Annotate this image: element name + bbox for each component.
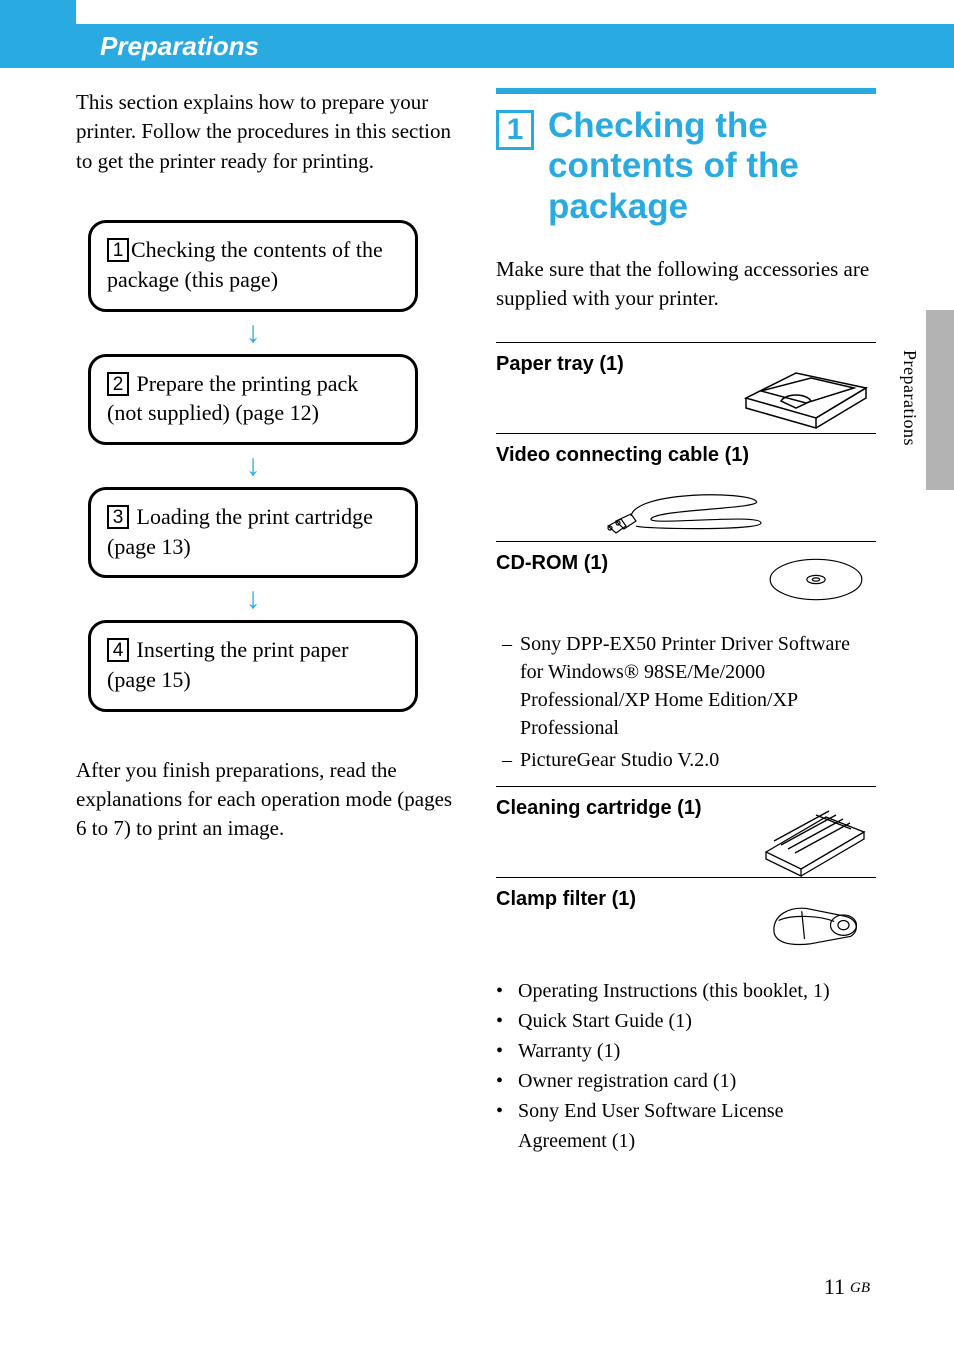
- flow-step-number: 2: [107, 372, 129, 396]
- divider: [496, 342, 876, 343]
- page-footer: 11 GB: [824, 1274, 870, 1300]
- item-label: Clamp filter (1): [496, 888, 636, 911]
- divider: [496, 433, 876, 434]
- down-arrow-icon: ↓: [88, 445, 418, 487]
- thumb-tab-label: Preparations: [899, 350, 920, 446]
- flow-step-number: 1: [107, 238, 129, 262]
- video-cable-icon: [596, 471, 776, 541]
- heading-text: Checking the contents of the package: [548, 106, 876, 227]
- page-number: 11: [824, 1274, 845, 1299]
- list-item-text: Warranty (1): [518, 1036, 876, 1066]
- down-arrow-icon: ↓: [88, 312, 418, 354]
- flow-step-3: 3 Loading the print cartridge (page 13): [88, 487, 418, 578]
- down-arrow-icon: ↓: [88, 578, 418, 620]
- after-paragraph: After you finish preparations, read the …: [76, 756, 456, 844]
- flow-diagram: 1Checking the contents of the package (t…: [88, 220, 418, 712]
- flow-step-1: 1Checking the contents of the package (t…: [88, 220, 418, 311]
- cleaning-cartridge-icon: [746, 797, 876, 877]
- section-header-band: Preparations: [0, 24, 954, 68]
- item-paper-tray: Paper tray (1): [496, 353, 876, 433]
- flow-step-text: Inserting the print paper (page 15): [107, 637, 349, 692]
- flow-step-number: 4: [107, 638, 129, 662]
- item-video-cable: [496, 471, 876, 541]
- cdrom-contents-list: –Sony DPP-EX50 Printer Driver Software f…: [496, 630, 876, 774]
- list-item-text: PictureGear Studio V.2.0: [520, 746, 719, 774]
- flow-step-text: Checking the contents of the package (th…: [107, 237, 383, 292]
- divider: [496, 786, 876, 787]
- list-item-text: Sony End User Software License Agreement…: [518, 1096, 876, 1156]
- heading-number-box: 1: [496, 110, 534, 150]
- flow-step-2: 2 Prepare the printing pack (not supplie…: [88, 354, 418, 445]
- item-cleaning-cartridge: Cleaning cartridge (1): [496, 797, 876, 877]
- paper-tray-icon: [726, 353, 876, 433]
- list-item: •Quick Start Guide (1): [496, 1006, 876, 1036]
- list-item-text: Operating Instructions (this booklet, 1): [518, 976, 876, 1006]
- section-header-title: Preparations: [100, 31, 259, 62]
- section-heading: 1 Checking the contents of the package: [496, 106, 876, 227]
- intro-paragraph: This section explains how to prepare you…: [76, 88, 456, 176]
- clamp-filter-icon: [746, 888, 876, 953]
- item-label: CD-ROM (1): [496, 552, 608, 575]
- list-item: –Sony DPP-EX50 Printer Driver Software f…: [496, 630, 876, 742]
- divider: [496, 877, 876, 878]
- list-item: •Owner registration card (1): [496, 1066, 876, 1096]
- item-cdrom: CD-ROM (1): [496, 552, 876, 622]
- flow-step-number: 3: [107, 505, 129, 529]
- list-item: •Warranty (1): [496, 1036, 876, 1066]
- additional-items-list: •Operating Instructions (this booklet, 1…: [496, 976, 876, 1156]
- flow-step-text: Loading the print cartridge (page 13): [107, 504, 373, 559]
- item-label: Paper tray (1): [496, 353, 624, 376]
- item-clamp-filter: Clamp filter (1): [496, 888, 876, 958]
- list-item-text: Sony DPP-EX50 Printer Driver Software fo…: [520, 630, 876, 742]
- item-label: Cleaning cartridge (1): [496, 797, 702, 820]
- list-item-text: Quick Start Guide (1): [518, 1006, 876, 1036]
- right-column: 1 Checking the contents of the package M…: [496, 88, 876, 1156]
- list-item: •Operating Instructions (this booklet, 1…: [496, 976, 876, 1006]
- item-label: Video connecting cable (1): [496, 444, 876, 467]
- heading-rule: [496, 88, 876, 94]
- flow-step-text: Prepare the printing pack (not supplied)…: [107, 371, 358, 426]
- list-item-text: Owner registration card (1): [518, 1066, 876, 1096]
- cdrom-icon: [756, 552, 876, 607]
- page-region: GB: [850, 1280, 870, 1296]
- flow-step-4: 4 Inserting the print paper (page 15): [88, 620, 418, 711]
- list-item: –PictureGear Studio V.2.0: [496, 746, 876, 774]
- left-column: This section explains how to prepare you…: [76, 88, 456, 1156]
- divider: [496, 541, 876, 542]
- lead-paragraph: Make sure that the following accessories…: [496, 255, 876, 314]
- list-item: •Sony End User Software License Agreemen…: [496, 1096, 876, 1156]
- thumb-tab: [926, 310, 954, 490]
